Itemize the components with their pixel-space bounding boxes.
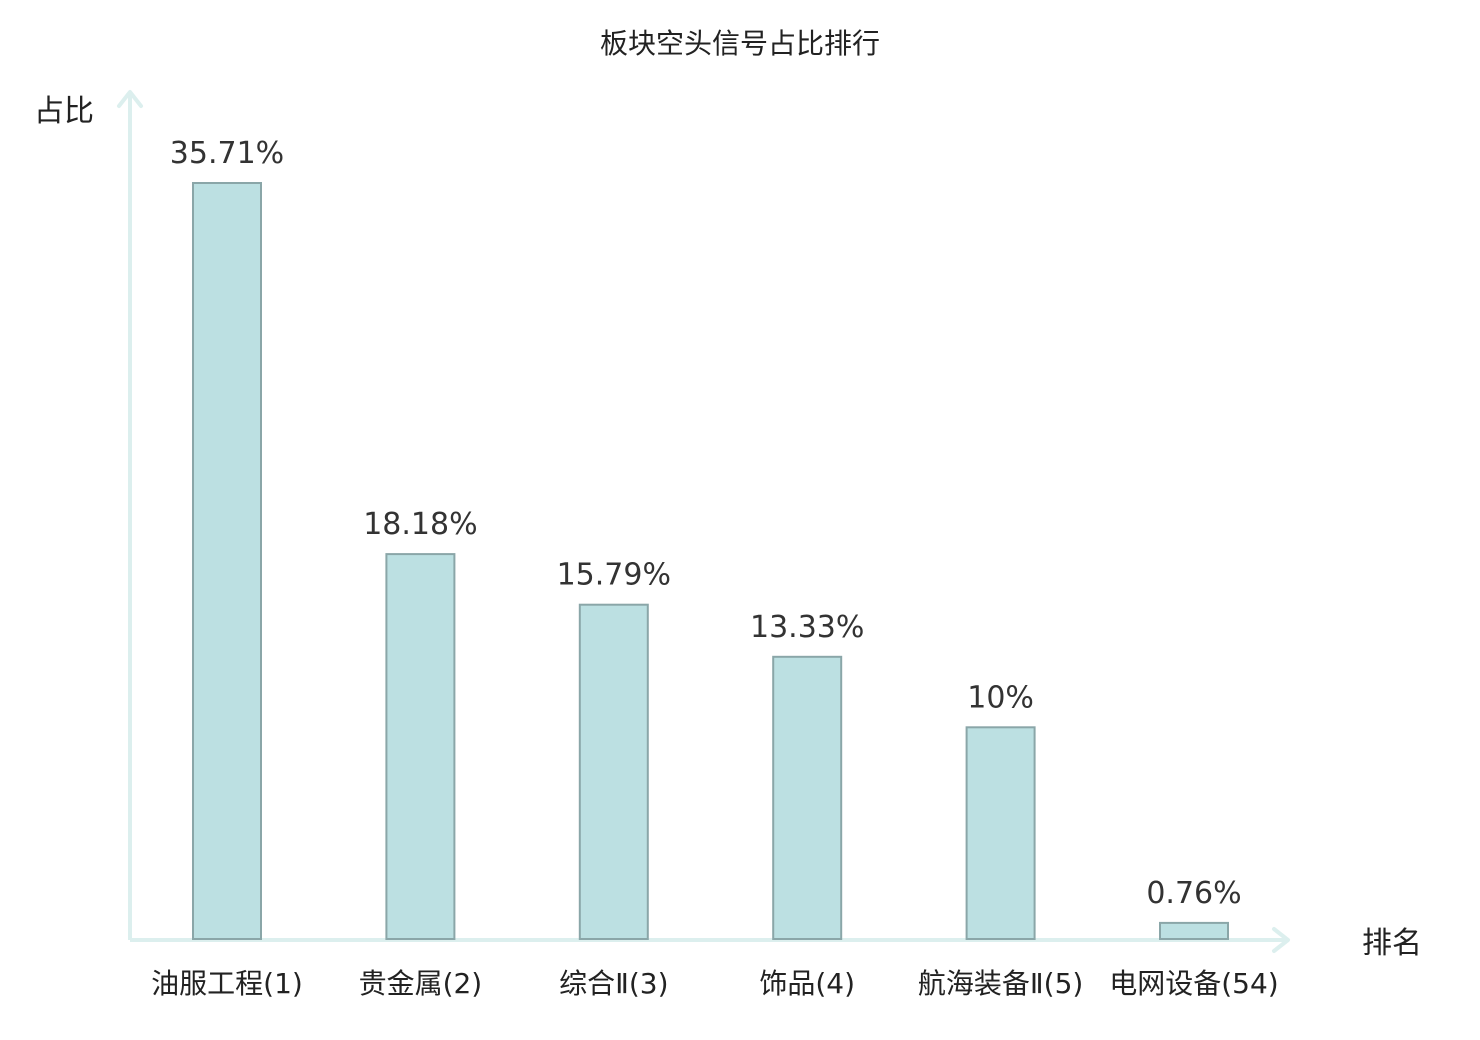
bar-6	[1159, 921, 1229, 941]
y-axis-arrow-icon	[117, 90, 143, 108]
bar-5	[965, 726, 1036, 940]
category-labels-group: 油服工程(1) 贵金属(2) 综合Ⅱ(3) 饰品(4) 航海装备Ⅱ(5) 电网设备(54)	[151, 967, 1279, 1000]
y-axis-label: 占比	[34, 94, 94, 129]
y-axis	[117, 90, 143, 940]
x-tick-label-1: 油服工程(1)	[151, 967, 303, 1000]
bar-4	[772, 655, 843, 940]
data-label-1: 35.71%	[170, 136, 284, 171]
x-tick-label-4: 饰品(4)	[759, 967, 855, 1000]
x-tick-label-3: 综合Ⅱ(3)	[559, 967, 668, 1000]
bar-1	[192, 182, 262, 940]
x-tick-label-2: 贵金属(2)	[359, 967, 483, 1000]
bar-2	[385, 553, 456, 940]
x-axis-label: 排名	[1362, 926, 1422, 961]
data-label-5: 10%	[967, 680, 1034, 715]
data-label-3: 15.79%	[557, 558, 671, 593]
value-labels-group: 35.71% 18.18% 15.79% 13.33% 10% 0.76%	[170, 136, 1242, 911]
data-label-6: 0.76%	[1146, 876, 1241, 911]
bar-3	[578, 603, 649, 940]
bars-group	[192, 182, 1229, 941]
data-label-2: 18.18%	[363, 507, 477, 542]
chart-title: 板块空头信号占比排行	[600, 27, 880, 60]
x-axis	[130, 927, 1290, 953]
data-label-4: 13.33%	[750, 610, 864, 645]
x-tick-label-6: 电网设备(54)	[1109, 967, 1278, 1000]
x-axis-arrow-icon	[1272, 927, 1290, 953]
x-tick-label-5: 航海装备Ⅱ(5)	[918, 967, 1083, 1000]
